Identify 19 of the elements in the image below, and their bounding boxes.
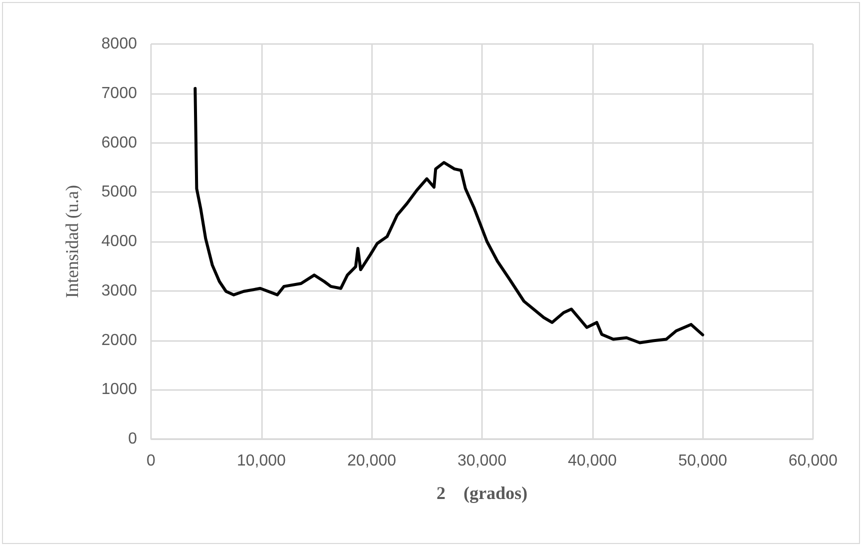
line-series	[194, 86, 704, 344]
x-axis-title: 2 (grados)	[436, 483, 528, 503]
x-tick-label: 10,000	[236, 452, 286, 470]
x-tick-label: 0	[146, 452, 156, 470]
y-tick-label: 3000	[101, 282, 138, 300]
y-tick-label: 6000	[101, 134, 138, 152]
x-tick-label: 40,000	[568, 452, 617, 470]
y-tick-label: 0	[128, 430, 138, 448]
y-tick-label: 4000	[101, 233, 138, 250]
x-tick-label: 30,000	[458, 452, 507, 470]
y-tick-label: 5000	[101, 184, 138, 201]
y-axis-title: Intensidad (u.a)	[62, 185, 82, 298]
y-tick-label: 2000	[101, 332, 138, 349]
y-tick-label: 1000	[101, 381, 138, 398]
x-tick-label: 20,000	[347, 452, 396, 470]
y-tick-label: 7000	[101, 84, 138, 102]
x-tick-label: 60,000	[788, 452, 838, 470]
x-tick-label: 50,000	[678, 452, 728, 470]
y-tick-label: 8000	[101, 36, 138, 52]
